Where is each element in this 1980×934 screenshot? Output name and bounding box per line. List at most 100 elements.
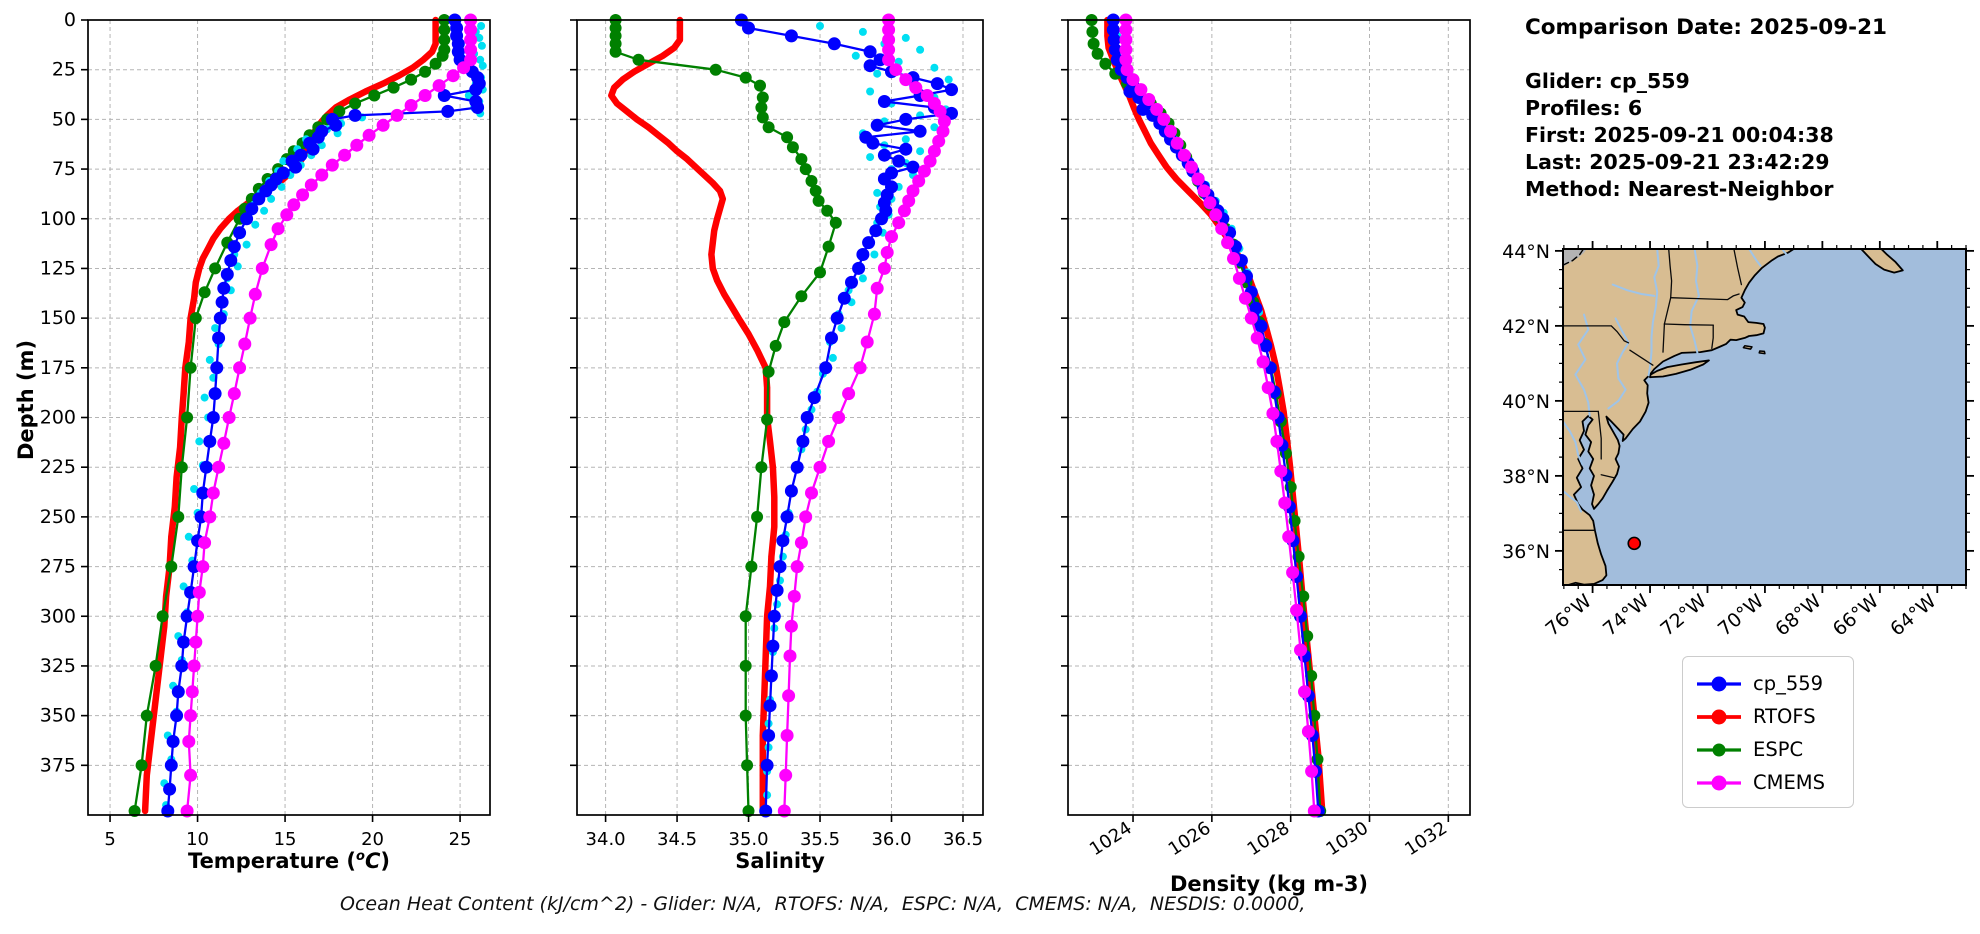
series-cp_559 [161, 13, 486, 818]
state-border [1668, 249, 1673, 299]
river [1689, 249, 1700, 354]
lat-tick-label: 40°N [1502, 391, 1550, 413]
depth-tick-label: 50 [52, 108, 76, 130]
method-text: Method: Nearest-Neighbor [1525, 177, 1834, 201]
series-CMEMS [1119, 13, 1321, 818]
map-body [1563, 249, 1966, 585]
x-tick-label: 35.5 [800, 829, 840, 850]
x-tick-label: 34.0 [586, 829, 626, 850]
lon-tick-label: 70°W [1714, 590, 1768, 641]
series-CMEMS [180, 13, 478, 818]
comparison-date-text: Comparison Date: 2025-09-21 [1525, 15, 1888, 40]
state-border [1711, 324, 1714, 350]
river [1748, 249, 1762, 267]
long-island [1649, 359, 1710, 379]
river [1611, 283, 1656, 297]
salinity-axis-label: Salinity [735, 849, 825, 873]
state-border [1670, 293, 1740, 301]
legend-line-glider-icon [1697, 676, 1741, 691]
state-border [1733, 249, 1743, 286]
temperature-profile-chart: 0 25 50 75 100 125 150 175 200 225 250 275 300 325 350… [40, 9, 491, 850]
lon-tick-label: 68°W [1771, 590, 1825, 641]
river [1563, 489, 1583, 513]
legend-line-espc-icon [1697, 743, 1741, 756]
series-cp_559 [1106, 13, 1325, 818]
island [1742, 345, 1753, 350]
depth-tick-label: 100 [40, 208, 76, 230]
legend-label: cp_559 [1753, 672, 1824, 695]
legend-label: RTOFS [1753, 705, 1816, 728]
depth-tick-label: 225 [40, 456, 76, 478]
state-border [1629, 349, 1654, 366]
x-tick-label: 5 [104, 829, 115, 850]
lon-tick-label: 72°W [1656, 590, 1710, 641]
legend-item-rtofs: RTOFS [1695, 700, 1841, 733]
last-time-text: Last: 2025-09-21 23:42:29 [1525, 150, 1830, 174]
x-tick-label: 1028 [1244, 818, 1294, 861]
info-panel: Comparison Date: 2025-09-21 Glider: cp_5… [1525, 14, 1887, 203]
nova-scotia [1860, 249, 1904, 274]
legend-label: ESPC [1753, 738, 1804, 761]
depth-tick-label: 250 [40, 506, 76, 528]
state-border [1663, 297, 1672, 325]
x-tick-label: 1032 [1401, 818, 1451, 861]
river [1574, 313, 1591, 417]
river [1607, 317, 1630, 410]
depth-tick-label: 175 [40, 357, 76, 379]
x-tick-label: 1026 [1165, 818, 1215, 861]
ocean-heat-content-caption: Ocean Heat Content (kJ/cm^2) - Glider: N… [340, 893, 1306, 915]
series-ESPC [1085, 14, 1327, 817]
axis-ticks: 1024 1026 1028 1030 1032 [1061, 19, 1451, 861]
x-tick-label: 36.0 [871, 829, 911, 850]
legend-label: CMEMS [1753, 771, 1825, 794]
grid-lines [1068, 20, 1470, 815]
state-border [1563, 325, 1630, 344]
x-tick-label: 34.5 [657, 829, 697, 850]
river [1563, 420, 1584, 466]
x-tick-label: 35.0 [729, 829, 769, 850]
legend-item-glider: cp_559 [1695, 667, 1841, 700]
lon-tick-label: 66°W [1829, 590, 1883, 641]
density-profile-chart: 1024 1026 1028 1030 1032 [1061, 13, 1471, 860]
legend-line-cmems-icon [1697, 775, 1741, 790]
lon-tick-label: 76°W [1541, 590, 1595, 641]
coastline-mainland [1563, 249, 1795, 585]
state-border [1597, 410, 1602, 460]
profiles-count-text: Profiles: 6 [1525, 96, 1643, 120]
x-tick-label: 10 [186, 829, 209, 850]
glider-name-text: Glider: cp_559 [1525, 69, 1690, 93]
depth-tick-label: 300 [40, 605, 76, 627]
depth-tick-label: 275 [40, 556, 76, 578]
legend-line-rtofs-icon [1697, 709, 1741, 724]
series-RTOFS [608, 16, 778, 815]
depth-axis-label: Depth (m) [14, 339, 38, 461]
first-time-text: First: 2025-09-21 00:04:38 [1525, 123, 1834, 147]
depth-tick-label: 125 [40, 257, 76, 279]
depth-tick-label: 25 [52, 59, 76, 81]
glider-location-marker [1627, 536, 1642, 551]
border-international [1563, 249, 1585, 266]
x-tick-label: 15 [274, 829, 297, 850]
axis-ticks: 34.0 34.5 35.0 35.5 36.0 36.5 [570, 19, 983, 850]
depth-tick-label: 325 [40, 655, 76, 677]
lat-tick-label: 38°N [1502, 466, 1550, 488]
series-CMEMS [777, 13, 951, 818]
lon-tick-label: 64°W [1886, 590, 1940, 641]
x-tick-label: 1024 [1086, 818, 1136, 861]
density-axis-label: Density (kg m-3) [1169, 872, 1369, 896]
grid-lines [88, 20, 490, 815]
series-cp_559 [734, 13, 958, 818]
series-ESPC [609, 14, 842, 817]
depth-tick-label: 150 [40, 307, 76, 329]
depth-tick-label: 350 [40, 705, 76, 727]
legend: cp_559 RTOFS ESPC CMEMS [1682, 656, 1854, 808]
lat-tick-label: 42°N [1502, 316, 1550, 338]
legend-item-cmems: CMEMS [1695, 766, 1841, 799]
x-tick-label: 1030 [1322, 818, 1372, 861]
depth-tick-label: 375 [40, 754, 76, 776]
location-map: 76°W 74°W 72°W 70°W 68°W 66°W 64°W 44°N 42°N 40°N… [1502, 241, 1974, 641]
legend-item-espc: ESPC [1695, 733, 1841, 766]
state-border [1662, 323, 1666, 353]
depth-tick-label: 200 [40, 407, 76, 429]
